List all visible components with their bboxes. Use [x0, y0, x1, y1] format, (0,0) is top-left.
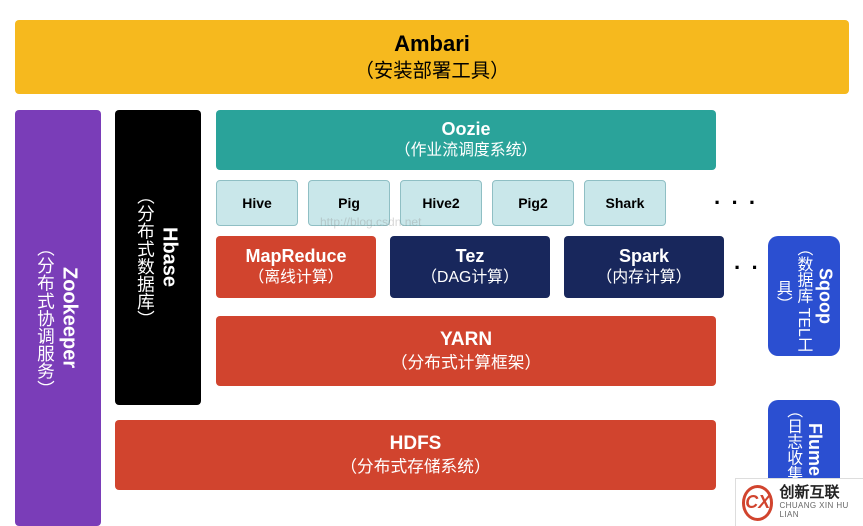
- yarn-title: YARN: [440, 328, 492, 353]
- watermark-logo-icon: CX: [742, 485, 773, 521]
- hbase-sub: （分布式数据库）: [134, 187, 157, 328]
- watermark-en: CHUANG XIN HU LIAN: [779, 502, 857, 520]
- tez-title: Tez: [456, 245, 485, 268]
- zookeeper-block: Zookeeper （分布式协调服务）: [15, 110, 101, 526]
- tool-pig2: Pig2: [492, 180, 574, 226]
- flume-title: Flume: [803, 423, 826, 476]
- blog-watermark: http://blog.csdn.net: [320, 215, 421, 229]
- ambari-title: Ambari: [394, 30, 470, 59]
- tez-block: Tez （DAG计算）: [390, 236, 550, 298]
- hdfs-sub: （分布式存储系统）: [340, 456, 490, 478]
- tool-shark: Shark: [584, 180, 666, 226]
- oozie-block: Oozie （作业流调度系统）: [216, 110, 716, 170]
- tez-sub: （DAG计算）: [421, 268, 519, 289]
- hbase-title: Hbase: [156, 227, 182, 287]
- tools-row: Hive Pig Hive2 Pig2 Shark: [216, 180, 756, 226]
- hdfs-block: HDFS （分布式存储系统）: [115, 420, 716, 490]
- oozie-sub: （作业流调度系统）: [395, 141, 537, 162]
- ambari-block: Ambari （安装部署工具）: [15, 20, 849, 94]
- mapreduce-title: MapReduce: [245, 245, 346, 268]
- tool-hive: Hive: [216, 180, 298, 226]
- sqoop-block: Sqoop （数据库 TEL工具）: [768, 236, 840, 356]
- spark-sub: （内存计算）: [597, 268, 692, 289]
- tools-ellipsis: · · ·: [714, 190, 758, 216]
- watermark-text: 创新互联 CHUANG XIN HU LIAN: [779, 485, 857, 519]
- hbase-block: Hbase （分布式数据库）: [115, 110, 201, 405]
- engines-row: MapReduce （离线计算） Tez （DAG计算） Spark （内存计算…: [216, 236, 756, 298]
- zookeeper-title: Zookeeper: [56, 267, 82, 368]
- oozie-title: Oozie: [441, 118, 490, 141]
- yarn-sub: （分布式计算框架）: [391, 352, 541, 374]
- spark-title: Spark: [619, 245, 669, 268]
- mapreduce-block: MapReduce （离线计算）: [216, 236, 376, 298]
- ambari-sub: （安装部署工具）: [355, 59, 510, 84]
- sqoop-title: Sqoop: [813, 268, 836, 324]
- zookeeper-sub: （分布式协调服务）: [34, 239, 57, 397]
- hdfs-title: HDFS: [390, 432, 442, 457]
- sqoop-sub: （数据库 TEL工具）: [772, 236, 813, 356]
- spark-block: Spark （内存计算）: [564, 236, 724, 298]
- yarn-block: YARN （分布式计算框架）: [216, 316, 716, 386]
- watermark-badge: CX 创新互联 CHUANG XIN HU LIAN: [735, 478, 863, 526]
- watermark-cn: 创新互联: [779, 485, 857, 502]
- mapreduce-sub: （离线计算）: [249, 268, 344, 289]
